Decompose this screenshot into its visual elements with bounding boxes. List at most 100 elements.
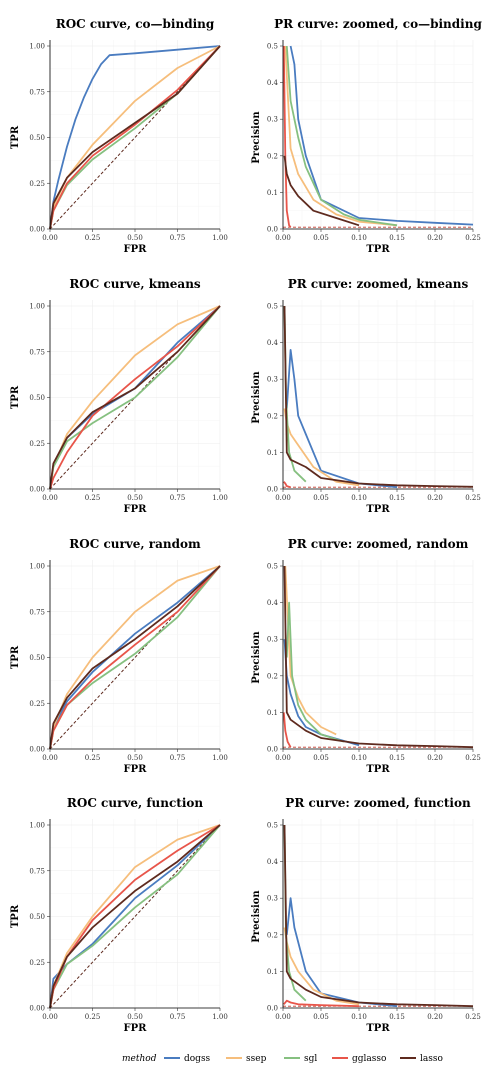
y-tick-label: 0.00 [29, 226, 45, 234]
y-tick-label: 0.4 [267, 339, 279, 347]
x-axis-label: TPR [366, 244, 390, 255]
x-tick-label: 0.10 [351, 754, 367, 762]
panel-7-roc: ROC curve, function 0.00 0.25 0.50 0.75 1.00 0… [10, 796, 228, 1034]
y-tick-label: 0.50 [29, 394, 45, 402]
x-axis-label: TPR [366, 504, 390, 515]
y-tick-label: 1.00 [29, 563, 45, 571]
panel-6-pr: PR curve: zoomed, random 0.00 0.05 0.10 0.15… [251, 537, 481, 775]
x-tick-label: 0.15 [389, 1013, 405, 1021]
series-line-sgl [285, 45, 398, 227]
series-line-dogss [49, 824, 221, 1009]
y-tick-label: 0.2 [267, 412, 278, 420]
y-axis-label: TPR [10, 904, 21, 928]
panel-5-roc: ROC curve, random 0.00 0.25 0.50 0.75 1.00 0.0… [10, 537, 228, 775]
x-tick-label: 0.20 [427, 1013, 443, 1021]
chart-title: PR curve: zoomed, random [288, 537, 469, 551]
series-line-lasso [49, 565, 221, 750]
y-tick-label: 0.3 [267, 376, 278, 384]
x-tick-label: 0.75 [170, 234, 186, 242]
y-tick-label: 0.0 [267, 1005, 278, 1013]
series-line-lasso [283, 824, 474, 1008]
series-line-gglasso [283, 481, 291, 489]
diagonal-reference-line [49, 824, 221, 1009]
y-axis-label: Precision [251, 890, 262, 943]
x-axis-label: TPR [366, 764, 390, 775]
x-tick-label: 0.50 [127, 494, 143, 502]
series-line-ssep [283, 408, 360, 487]
x-tick-label: 0.05 [313, 234, 329, 242]
series-line-ssep [283, 927, 360, 1006]
diagonal-reference-line [49, 565, 221, 750]
y-tick-label: 0.4 [267, 858, 279, 866]
y-tick-label: 0.25 [29, 440, 45, 448]
x-tick-label: 0.25 [465, 1013, 481, 1021]
x-tick-label: 0.00 [275, 234, 291, 242]
x-tick-label: 0.15 [389, 234, 405, 242]
y-tick-label: 0.0 [267, 746, 278, 754]
series-line-ssep [284, 45, 398, 227]
y-tick-label: 0.0 [267, 486, 278, 494]
y-tick-label: 0.0 [267, 226, 278, 234]
legend: method dogss ssep sgl gglasso lasso [122, 1054, 443, 1064]
legend-title: method [122, 1054, 157, 1064]
y-axis-label: Precision [251, 631, 262, 684]
legend-label-gglasso: gglasso [352, 1054, 386, 1064]
x-tick-label: 0.05 [313, 494, 329, 502]
x-tick-label: 0.00 [275, 494, 291, 502]
y-tick-label: 0.75 [29, 88, 45, 96]
y-axis-label: TPR [10, 125, 21, 149]
series-line-sgl [285, 601, 345, 743]
panel-4-pr: PR curve: zoomed, kmeans 0.00 0.05 0.10 0.15… [251, 277, 481, 515]
y-tick-label: 0.75 [29, 348, 45, 356]
panel-1-roc: ROC curve, co—binding 0.00 0.25 0.50 0.75 1.0… [10, 17, 228, 255]
legend-label-ssep: ssep [246, 1054, 267, 1064]
x-tick-label: 0.50 [127, 234, 143, 242]
x-tick-label: 0.25 [85, 754, 101, 762]
y-tick-label: 0.1 [267, 968, 278, 976]
y-tick-label: 0.3 [267, 895, 278, 903]
x-tick-label: 1.00 [212, 234, 228, 242]
y-tick-label: 0.5 [267, 303, 278, 311]
x-tick-label: 0.25 [465, 754, 481, 762]
diagonal-reference-line [49, 45, 221, 230]
series-line-gglasso [282, 45, 292, 228]
series-line-lasso [283, 565, 474, 749]
y-tick-label: 0.5 [267, 563, 278, 571]
series-line-lasso [49, 305, 221, 490]
series-line-lasso [283, 155, 360, 227]
x-tick-label: 0.20 [427, 754, 443, 762]
y-tick-label: 0.50 [29, 134, 45, 142]
y-tick-label: 0.2 [267, 672, 278, 680]
x-tick-label: 0.75 [170, 1013, 186, 1021]
y-tick-label: 0.3 [267, 116, 278, 124]
y-tick-label: 0.5 [267, 43, 278, 51]
x-tick-label: 0.20 [427, 494, 443, 502]
series-line-gglasso [283, 999, 360, 1008]
chart-title: ROC curve, random [69, 537, 201, 551]
series-line-lasso [283, 305, 474, 488]
y-tick-label: 0.00 [29, 746, 45, 754]
diagonal-reference-line [49, 305, 221, 490]
x-tick-label: 0.75 [170, 494, 186, 502]
x-tick-label: 0.00 [42, 1013, 58, 1021]
y-tick-label: 0.1 [267, 189, 278, 197]
y-tick-label: 1.00 [29, 303, 45, 311]
x-tick-label: 0.15 [389, 494, 405, 502]
x-tick-label: 0.00 [42, 234, 58, 242]
x-tick-label: 0.25 [465, 234, 481, 242]
y-tick-label: 0.50 [29, 913, 45, 921]
series-line-lasso [49, 45, 221, 230]
legend-label-dogss: dogss [184, 1054, 211, 1064]
x-tick-label: 0.50 [127, 1013, 143, 1021]
x-tick-label: 0.15 [389, 754, 405, 762]
x-tick-label: 0.20 [427, 234, 443, 242]
x-tick-label: 0.50 [127, 754, 143, 762]
series-line-gglasso [49, 45, 221, 230]
y-tick-label: 0.1 [267, 709, 278, 717]
panel-8-pr: PR curve: zoomed, function 0.00 0.05 0.10 0.… [251, 796, 481, 1034]
x-tick-label: 1.00 [212, 494, 228, 502]
y-axis-label: Precision [251, 371, 262, 424]
series-line-ssep [284, 565, 337, 736]
y-tick-label: 0.00 [29, 1005, 45, 1013]
